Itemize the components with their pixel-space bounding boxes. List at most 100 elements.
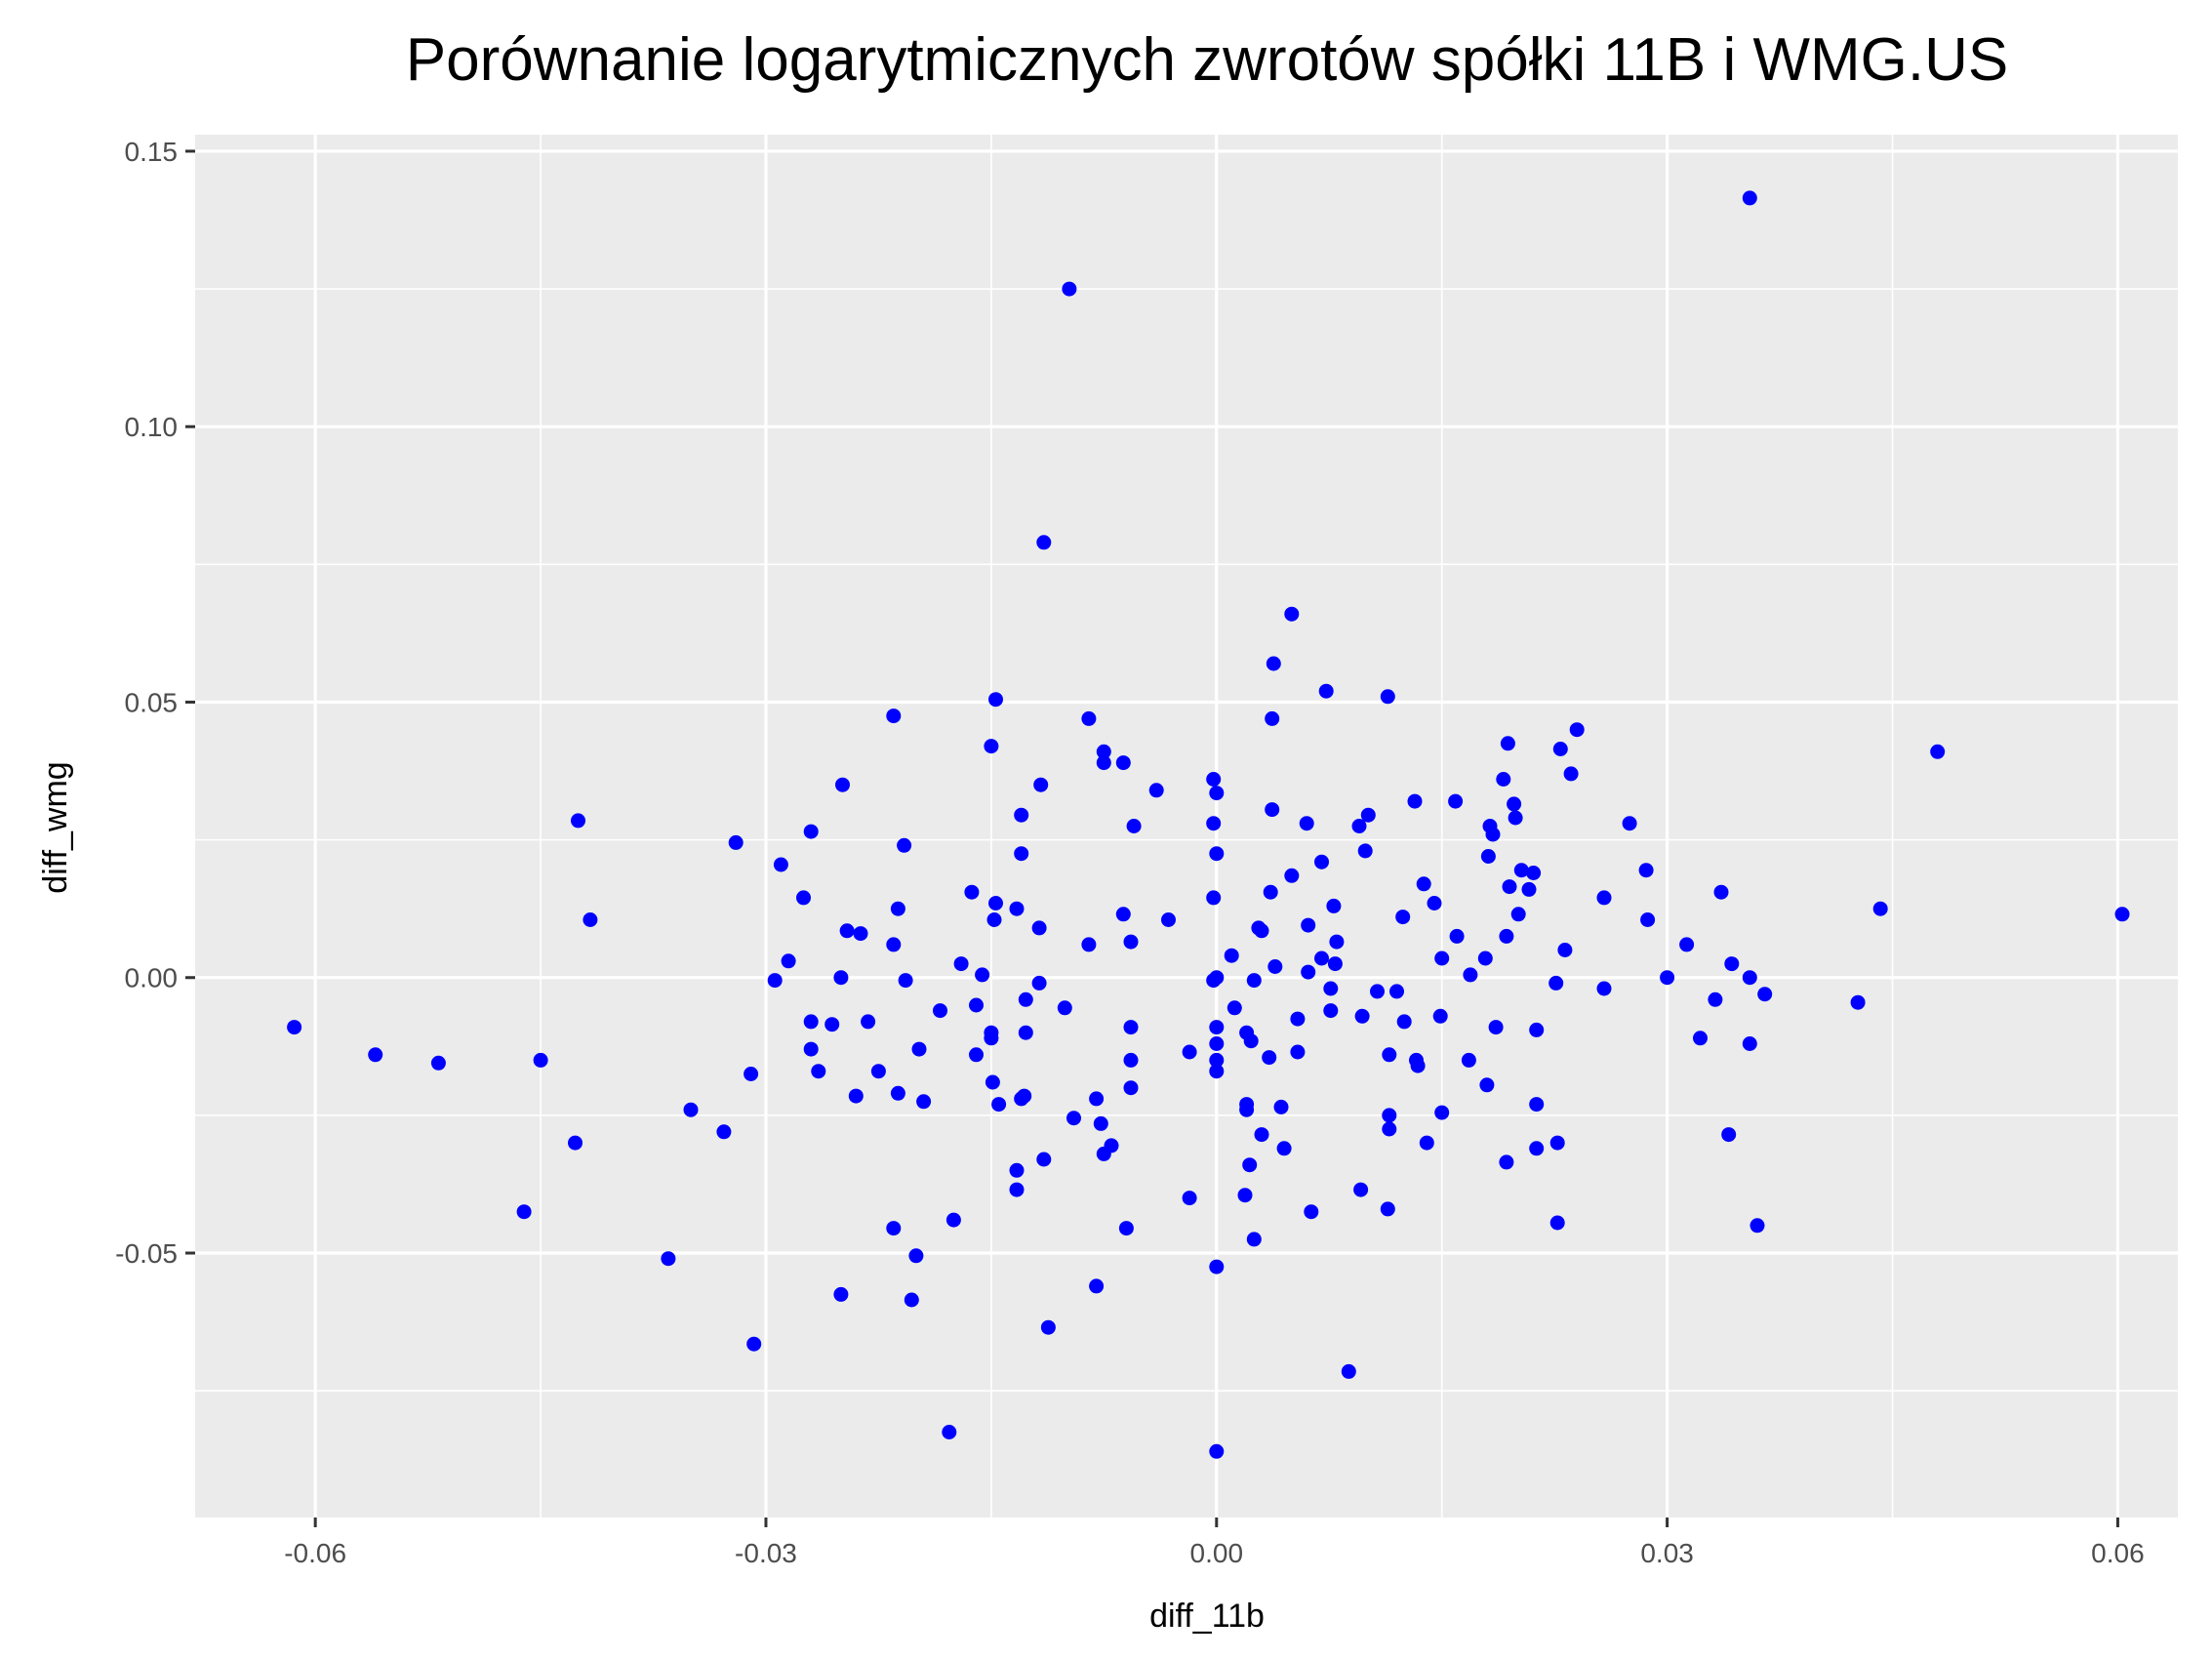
- data-point: [1548, 975, 1564, 991]
- x-tick-label: 0.06: [2091, 1538, 2145, 1568]
- data-point: [1757, 987, 1773, 1002]
- data-point: [746, 1336, 762, 1352]
- data-point: [1014, 1091, 1029, 1107]
- data-point: [1182, 1191, 1197, 1206]
- data-point: [1276, 1141, 1292, 1156]
- data-point: [1713, 884, 1729, 900]
- data-point: [516, 1204, 532, 1220]
- data-point: [969, 1047, 984, 1063]
- data-point: [1370, 984, 1385, 999]
- data-point: [1273, 1099, 1289, 1114]
- data-point: [953, 956, 969, 972]
- data-point: [1318, 683, 1334, 699]
- x-tick-label: -0.06: [284, 1538, 346, 1568]
- y-tick-label: 0.00: [125, 963, 179, 993]
- data-point: [1499, 1154, 1514, 1170]
- y-tick-label: 0.05: [125, 687, 179, 717]
- data-point: [661, 1251, 676, 1267]
- data-point: [1396, 1014, 1412, 1030]
- data-point: [1096, 1146, 1111, 1161]
- data-point: [1209, 1443, 1225, 1459]
- data-point: [1596, 981, 1612, 996]
- data-point: [1640, 912, 1656, 927]
- data-point: [1434, 951, 1450, 966]
- data-point: [1254, 1127, 1269, 1143]
- data-point: [1237, 1188, 1253, 1203]
- data-point: [1265, 802, 1280, 818]
- data-point: [1301, 917, 1316, 933]
- minor-gridlines: [195, 135, 2178, 1517]
- x-axis-title: diff_11b: [1149, 1598, 1265, 1635]
- data-point: [1353, 1182, 1369, 1197]
- data-point: [1850, 994, 1866, 1010]
- data-point: [1549, 1135, 1565, 1151]
- data-point: [1529, 1097, 1545, 1113]
- data-point: [1461, 1052, 1476, 1068]
- data-point: [870, 1064, 886, 1079]
- data-point: [796, 890, 811, 906]
- data-point: [1304, 1204, 1319, 1220]
- data-point: [991, 1097, 1007, 1113]
- data-point: [1290, 1011, 1306, 1027]
- data-point: [683, 1102, 699, 1117]
- data-point: [1410, 1058, 1426, 1073]
- data-point: [1224, 948, 1239, 963]
- data-point: [1354, 1008, 1370, 1024]
- data-point: [835, 777, 850, 792]
- data-point: [1254, 923, 1269, 939]
- data-point: [1206, 890, 1222, 906]
- data-point: [1066, 1111, 1081, 1126]
- data-point: [1262, 1050, 1277, 1066]
- data-point: [1389, 984, 1404, 999]
- data-point: [1549, 1215, 1565, 1231]
- data-point: [1382, 1121, 1397, 1137]
- data-point: [1115, 907, 1131, 922]
- data-point: [897, 837, 912, 853]
- data-point: [1284, 606, 1300, 622]
- data-point: [1036, 535, 1052, 550]
- data-point: [2114, 907, 2130, 922]
- data-point: [984, 1031, 999, 1046]
- data-point: [824, 1017, 840, 1032]
- data-point: [1742, 1036, 1757, 1051]
- data-point: [1246, 973, 1262, 989]
- data-point: [1485, 827, 1501, 842]
- data-point: [964, 884, 980, 900]
- data-point: [861, 1014, 876, 1030]
- data-point: [1479, 1077, 1495, 1093]
- data-point: [1380, 1201, 1395, 1217]
- data-point: [911, 1041, 927, 1057]
- data-point: [1638, 863, 1654, 878]
- data-point: [1209, 1020, 1225, 1035]
- data-point: [1018, 1025, 1033, 1040]
- data-point: [1360, 807, 1376, 823]
- data-point: [1526, 866, 1542, 880]
- data-point: [1508, 810, 1523, 826]
- data-point: [1089, 1091, 1105, 1107]
- data-point: [533, 1052, 548, 1068]
- data-point: [1123, 1052, 1139, 1068]
- chart-title: Porównanie logarytmicznych zwrotów spółk…: [406, 26, 2008, 94]
- data-point: [1148, 783, 1164, 798]
- data-point: [1031, 920, 1047, 936]
- data-point: [1290, 1044, 1306, 1060]
- data-point: [886, 1221, 902, 1236]
- data-point: [1314, 951, 1329, 966]
- x-tick-label: -0.03: [735, 1538, 797, 1568]
- data-point: [1299, 816, 1314, 831]
- data-point: [1123, 934, 1139, 950]
- data-point: [1552, 742, 1568, 756]
- data-point: [1510, 907, 1526, 922]
- y-tick-label: 0.10: [125, 412, 179, 442]
- data-point: [1521, 881, 1537, 897]
- data-point: [984, 739, 999, 754]
- data-point: [1209, 1052, 1225, 1068]
- data-point: [571, 813, 585, 829]
- data-point: [1161, 912, 1176, 927]
- data-point: [1569, 722, 1585, 738]
- data-point: [1081, 937, 1097, 952]
- data-point: [1432, 1008, 1448, 1024]
- data-point: [1115, 755, 1131, 771]
- data-point: [1009, 1182, 1025, 1197]
- data-point: [803, 1041, 819, 1057]
